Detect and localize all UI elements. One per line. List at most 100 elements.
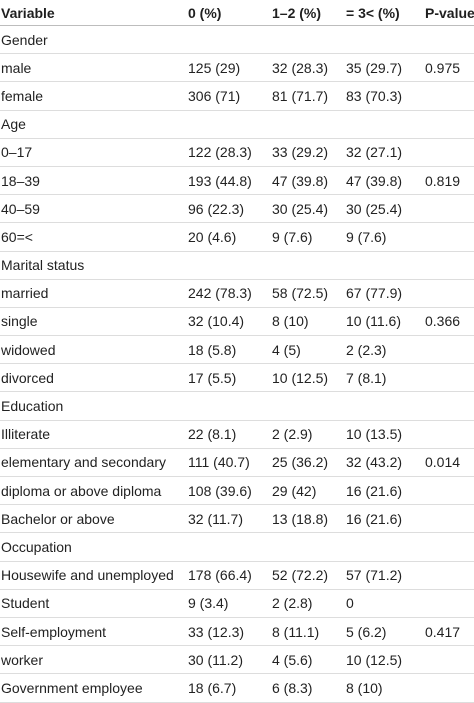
header-p-value: P-value* — [425, 4, 474, 21]
row-variable-cell: elementary and secondary — [1, 454, 166, 471]
table-group-row: Education — [0, 392, 474, 421]
group-label: Education — [1, 398, 64, 415]
row-zero-cell: 122 (28.3) — [188, 144, 252, 161]
table-group-row: Age — [0, 111, 474, 139]
table-row: Student 9 (3.4) 2 (2.8) 0 — [0, 590, 474, 618]
row-variable-cell: divorced — [1, 369, 54, 386]
row-zero-cell: 30 (11.2) — [188, 651, 243, 668]
row-variable-cell: female — [1, 87, 44, 104]
row-zero-cell: 108 (39.6) — [188, 482, 252, 499]
table-row: worker 30 (11.2) 4 (5.6) 10 (12.5) — [0, 646, 474, 675]
row-zero-cell: 111 (40.7) — [188, 454, 250, 471]
row-three-plus-cell: 32 (43.2) — [346, 454, 403, 471]
table-row: 40–59 96 (22.3) 30 (25.4) 30 (25.4) — [0, 195, 474, 224]
row-one-two-cell: 33 (29.2) — [272, 144, 329, 161]
row-three-plus-cell: 2 (2.3) — [346, 341, 387, 358]
row-one-two-cell: 30 (25.4) — [272, 200, 329, 217]
table-row: diploma or above diploma 108 (39.6) 29 (42… — [0, 477, 474, 506]
table-row: widowed 18 (5.8) 4 (5) 2 (2.3) — [0, 336, 474, 365]
row-variable-cell: 18–39 — [1, 172, 40, 189]
row-p-value-cell: 0.819 — [425, 172, 461, 189]
table-row: Bachelor or above 32 (11.7) 13 (18.8) 16 (2… — [0, 505, 474, 534]
row-zero-cell: 96 (22.3) — [188, 200, 245, 217]
row-variable-cell: married — [1, 285, 49, 302]
row-three-plus-cell: 30 (25.4) — [346, 200, 403, 217]
row-zero-cell: 33 (12.3) — [188, 623, 245, 640]
row-one-two-cell: 47 (39.8) — [272, 172, 329, 189]
row-three-plus-cell: 57 (71.2) — [346, 567, 403, 584]
row-variable-cell: male — [1, 59, 32, 76]
row-variable-cell: Self-employment — [1, 623, 107, 640]
row-variable-cell: Illiterate — [1, 426, 51, 443]
row-one-two-cell: 81 (71.7) — [272, 87, 329, 104]
table-row: single 32 (10.4) 8 (10) 10 (11.6) 0.366 — [0, 308, 474, 337]
row-variable-cell: diploma or above diploma — [1, 482, 162, 499]
row-zero-cell: 193 (44.8) — [188, 172, 252, 189]
group-label: Marital status — [1, 257, 85, 274]
table-row: Government employee 18 (6.7) 6 (8.3) 8 (10) — [0, 674, 474, 703]
row-three-plus-cell: 47 (39.8) — [346, 172, 403, 189]
row-one-two-cell: 58 (72.5) — [272, 285, 329, 302]
row-p-value-cell: 0.417 — [425, 623, 461, 640]
table-row: Housewife and unemployed 178 (66.4) 52 (72… — [0, 562, 474, 590]
row-zero-cell: 32 (11.7) — [188, 510, 243, 527]
row-three-plus-cell: 9 (7.6) — [346, 228, 387, 245]
row-one-two-cell: 2 (2.8) — [272, 595, 313, 612]
table-group-row: Occupation — [0, 533, 474, 562]
row-zero-cell: 18 (5.8) — [188, 341, 237, 358]
row-three-plus-cell: 67 (77.9) — [346, 285, 403, 302]
group-label: Gender — [1, 31, 48, 48]
row-three-plus-cell: 32 (27.1) — [346, 144, 403, 161]
row-one-two-cell: 4 (5) — [272, 341, 301, 358]
row-variable-cell: 0–17 — [1, 144, 33, 161]
table-row: Illiterate 22 (8.1) 2 (2.9) 10 (13.5) — [0, 421, 474, 449]
row-one-two-cell: 29 (42) — [272, 482, 317, 499]
row-three-plus-cell: 5 (6.2) — [346, 623, 387, 640]
table-row: Self-employment 33 (12.3) 8 (11.1) 5 (6.2) 0… — [0, 618, 474, 647]
row-zero-cell: 32 (10.4) — [188, 313, 245, 330]
row-zero-cell: 242 (78.3) — [188, 285, 252, 302]
row-variable-cell: 60=< — [1, 228, 33, 245]
row-variable-cell: Student — [1, 595, 50, 612]
row-one-two-cell: 8 (10) — [272, 313, 309, 330]
table-row: divorced 17 (5.5) 10 (12.5) 7 (8.1) — [0, 364, 474, 393]
table-row: female 306 (71) 81 (71.7) 83 (70.3) — [0, 82, 474, 111]
table-row: male 125 (29) 32 (28.3) 35 (29.7) 0.975 — [0, 54, 474, 83]
table-body: Gender male 125 (29) 32 (28.3) 35 (29.7) 0.97… — [0, 26, 474, 703]
row-one-two-cell: 8 (11.1) — [272, 623, 320, 640]
header-one-two-percent: 1–2 (%) — [272, 4, 322, 21]
row-p-value-cell: 0.975 — [425, 59, 461, 76]
row-three-plus-cell: 7 (8.1) — [346, 369, 387, 386]
row-variable-cell: worker — [1, 651, 44, 668]
table-row: married 242 (78.3) 58 (72.5) 67 (77.9) — [0, 280, 474, 308]
row-zero-cell: 125 (29) — [188, 59, 241, 76]
header-three-plus-percent: = 3< (%) — [346, 4, 400, 21]
row-one-two-cell: 32 (28.3) — [272, 59, 329, 76]
table-header-row: Variable 0 (%) 1–2 (%) = 3< (%) P-value* — [0, 0, 474, 26]
row-three-plus-cell: 10 (11.6) — [346, 313, 401, 330]
row-p-value-cell: 0.366 — [425, 313, 461, 330]
row-zero-cell: 9 (3.4) — [188, 595, 229, 612]
row-one-two-cell: 2 (2.9) — [272, 426, 313, 443]
row-three-plus-cell: 10 (12.5) — [346, 651, 403, 668]
row-variable-cell: 40–59 — [1, 200, 40, 217]
row-p-value-cell: 0.014 — [425, 454, 461, 471]
row-one-two-cell: 9 (7.6) — [272, 228, 313, 245]
row-variable-cell: single — [1, 313, 38, 330]
row-variable-cell: Government employee — [1, 679, 143, 696]
row-one-two-cell: 52 (72.2) — [272, 567, 329, 584]
group-label: Age — [1, 116, 26, 133]
row-three-plus-cell: 0 — [346, 595, 354, 612]
row-three-plus-cell: 16 (21.6) — [346, 510, 403, 527]
row-variable-cell: Bachelor or above — [1, 510, 115, 527]
row-zero-cell: 20 (4.6) — [188, 228, 237, 245]
table-row: 60=< 20 (4.6) 9 (7.6) 9 (7.6) — [0, 223, 474, 252]
row-variable-cell: widowed — [1, 341, 56, 358]
table-row: 0–17 122 (28.3) 33 (29.2) 32 (27.1) — [0, 139, 474, 167]
row-three-plus-cell: 16 (21.6) — [346, 482, 403, 499]
row-zero-cell: 22 (8.1) — [188, 426, 237, 443]
table-row: 18–39 193 (44.8) 47 (39.8) 47 (39.8) 0.819 — [0, 167, 474, 196]
header-variable: Variable — [1, 4, 55, 21]
row-one-two-cell: 13 (18.8) — [272, 510, 329, 527]
